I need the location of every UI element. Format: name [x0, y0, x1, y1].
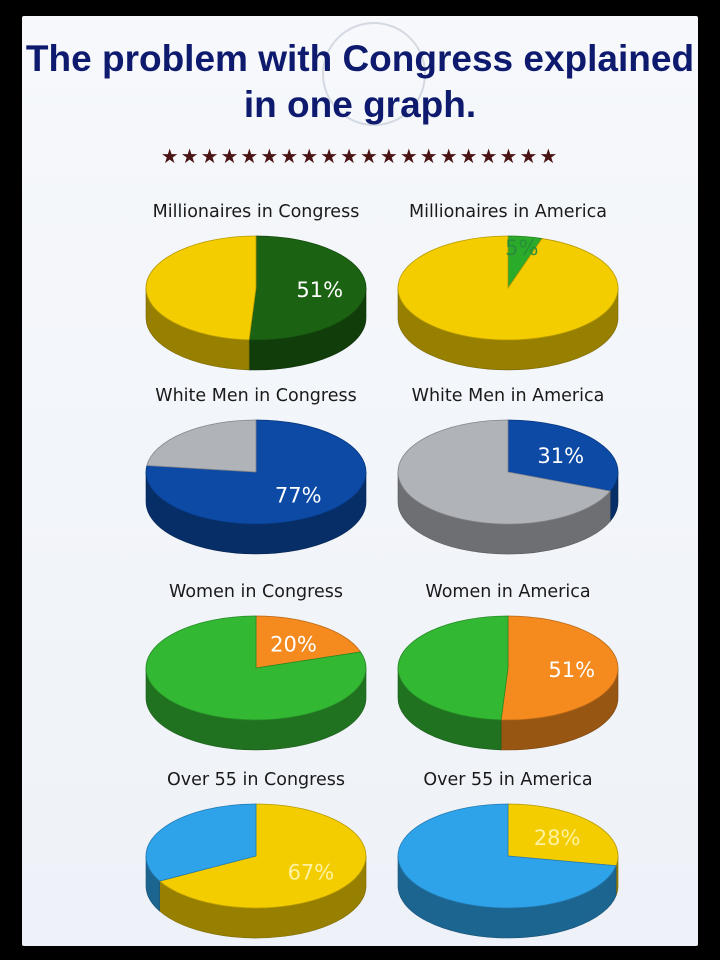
- pie-title: White Men in Congress: [155, 386, 357, 406]
- pie-title: Millionaires in America: [409, 202, 607, 222]
- pie-panel-over55-congress: Over 55 in Congress 67%: [136, 770, 376, 945]
- watermark-seal: [322, 22, 426, 126]
- millionaires-congress-slice-1: [145, 235, 257, 341]
- millionaires-america-value-label: 5%: [505, 236, 538, 260]
- pie-panel-white-men-congress: White Men in Congress 77%: [136, 386, 376, 561]
- pie-title: Millionaires in Congress: [152, 202, 360, 222]
- pie-panel-women-congress: Women in Congress 20%: [136, 582, 376, 757]
- pie-title: White Men in America: [411, 386, 605, 406]
- white-men-congress-slice-1: [146, 419, 257, 473]
- infographic-card: The problem with Congress explained in o…: [22, 16, 698, 946]
- women-america-value-label: 51%: [548, 658, 595, 682]
- over55-congress-slice-1: [145, 803, 257, 882]
- over55-america-slice-0: [507, 803, 619, 867]
- white-men-america-value-label: 31%: [537, 444, 584, 468]
- women-congress-value-label: 20%: [270, 633, 317, 657]
- millionaires-america-slice-1: [397, 235, 619, 341]
- white-men-congress-value-label: 77%: [275, 484, 322, 508]
- pie-chart-over55-america: 28%: [397, 803, 619, 939]
- pie-chart-over55-congress: 67%: [145, 803, 367, 939]
- pie-panel-white-men-america: White Men in America 31%: [388, 386, 628, 561]
- over55-congress-value-label: 67%: [288, 860, 335, 884]
- pie-panel-women-america: Women in America 51%: [388, 582, 628, 757]
- pie-chart-women-congress: 20%: [145, 615, 367, 751]
- pie-panel-millionaires-america: Millionaires in America 5%: [388, 202, 628, 377]
- white-men-america-slice-1: [397, 419, 612, 525]
- women-congress-slice-1: [145, 615, 367, 721]
- pie-chart-millionaires-congress: 51%: [145, 235, 367, 371]
- pie-title: Over 55 in Congress: [167, 770, 345, 790]
- women-congress-slice-0: [255, 615, 362, 669]
- over55-america-value-label: 28%: [534, 826, 581, 850]
- millionaires-congress-value-label: 51%: [296, 278, 343, 302]
- women-america-slice-1: [397, 615, 509, 721]
- pie-title: Over 55 in America: [423, 770, 593, 790]
- pie-panel-over55-america: Over 55 in America 28%: [388, 770, 628, 945]
- millionaires-congress-slice-0: [248, 235, 367, 341]
- over55-america-slice-1: [397, 803, 617, 909]
- white-men-america-slice-0: [507, 419, 619, 492]
- star-divider: ★★★★★★★★★★★★★★★★★★★★: [160, 144, 560, 168]
- pie-title: Women in America: [425, 582, 591, 602]
- pie-chart-millionaires-america: 5%: [397, 235, 619, 371]
- infographic-title: The problem with Congress explained in o…: [25, 38, 695, 125]
- women-america-slice-0: [500, 615, 619, 721]
- pie-panel-millionaires-congress: Millionaires in Congress 51%: [136, 202, 376, 377]
- pie-chart-white-men-america: 31%: [397, 419, 619, 555]
- pie-chart-women-america: 51%: [397, 615, 619, 751]
- pie-title: Women in Congress: [169, 582, 343, 602]
- pie-chart-white-men-congress: 77%: [145, 419, 367, 555]
- over55-congress-slice-0: [158, 803, 367, 909]
